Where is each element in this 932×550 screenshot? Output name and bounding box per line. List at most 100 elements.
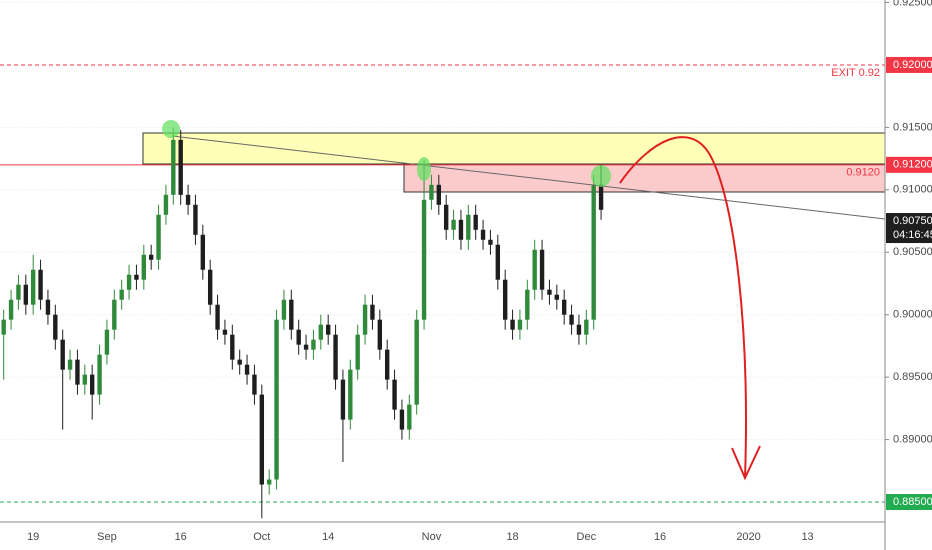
y-tick-label: 0.90500	[893, 246, 932, 258]
resistance-zone	[142, 132, 886, 165]
countdown-label: 04:16:45	[893, 229, 932, 241]
axes: 0.92500 0.91500 0.91000 0.90500 0.90000 0.895…	[27, 0, 932, 543]
candle-body	[584, 319, 589, 335]
candle-body	[399, 409, 405, 430]
candle-body	[392, 379, 397, 410]
candle-body	[539, 249, 545, 290]
candle-body	[1, 319, 6, 335]
last-price-box	[886, 213, 932, 244]
candle-body	[141, 254, 147, 280]
level-note: 0.9120	[846, 167, 880, 179]
candle-body	[230, 334, 235, 360]
candle-body	[436, 184, 442, 205]
candle-body	[222, 329, 228, 335]
candle-body	[45, 299, 51, 315]
levels: EXIT 0.92 0.9120	[0, 64, 885, 503]
candle-body	[473, 214, 478, 230]
pivot-marker	[591, 165, 611, 187]
candle-body	[75, 359, 80, 385]
y-tick-label: 0.92500	[893, 0, 932, 8]
x-tick-label: Oct	[253, 531, 270, 543]
candle-body	[148, 254, 154, 260]
x-tick-label: 18	[506, 531, 518, 543]
candle-body	[30, 269, 36, 305]
candle-body	[289, 299, 294, 330]
x-tick-label: 13	[801, 531, 813, 543]
candle-body	[370, 304, 375, 320]
candle-body	[502, 279, 508, 320]
sell-zone	[403, 163, 886, 193]
projection-arrow	[619, 136, 747, 479]
candle-body	[156, 214, 161, 260]
candle-body	[178, 139, 183, 195]
x-tick-label: 16	[654, 531, 666, 543]
candle-body	[119, 289, 124, 300]
candle-body	[569, 314, 574, 325]
level-label: 0.88500	[893, 496, 932, 508]
candle-body	[451, 219, 456, 230]
candle-body	[340, 379, 346, 420]
candle-body	[252, 374, 257, 395]
last-price-label: 0.90750	[893, 215, 932, 227]
candle-body	[362, 304, 368, 335]
candle-body	[16, 284, 21, 300]
candle-body	[82, 374, 88, 385]
candle-body	[23, 284, 29, 305]
pivot-marker	[417, 157, 431, 181]
candle-body	[259, 394, 265, 485]
candle-body	[510, 319, 515, 330]
candle-body	[429, 184, 434, 200]
level-label: 0.91200	[893, 159, 932, 171]
candle-body	[38, 269, 43, 300]
candle-body	[244, 364, 250, 375]
candle-body	[60, 339, 65, 370]
candle-body	[185, 194, 191, 205]
candles	[1, 127, 604, 519]
candle-body	[296, 329, 301, 345]
candle-body	[266, 479, 272, 485]
trendline	[171, 135, 886, 220]
y-tick-label: 0.91500	[893, 121, 932, 133]
candle-body	[207, 269, 213, 305]
arrow-head	[731, 445, 761, 481]
candle-body	[126, 274, 132, 290]
candle-body	[480, 229, 486, 240]
candle-body	[171, 139, 176, 195]
pivot-marker	[162, 120, 180, 138]
x-tick-label: 2020	[736, 531, 760, 543]
x-tick-label: 19	[27, 531, 39, 543]
candle-body	[274, 319, 279, 480]
candle-body	[561, 299, 567, 315]
candle-body	[348, 369, 353, 420]
candle-body	[97, 354, 102, 395]
candle-body	[525, 289, 530, 320]
candle-body	[517, 319, 523, 330]
candle-body	[333, 334, 338, 380]
candle-body	[421, 199, 427, 320]
y-tick-label: 0.90000	[893, 309, 932, 321]
level-label-box	[886, 156, 932, 173]
candle-body	[325, 324, 331, 335]
candle-body	[547, 289, 552, 295]
x-tick-label: 14	[322, 531, 334, 543]
x-tick-label: 16	[175, 531, 187, 543]
candle-body	[466, 214, 471, 240]
level-label-box	[886, 56, 932, 73]
y-tick-label: 0.91000	[893, 184, 932, 196]
candle-body	[303, 344, 309, 350]
candle-body	[458, 219, 464, 240]
candle-body	[554, 294, 560, 300]
candle-body	[598, 184, 604, 210]
candle-body	[89, 374, 95, 395]
candle-body	[163, 194, 169, 215]
candle-body	[576, 324, 582, 335]
candle-body	[407, 404, 412, 430]
candle-body	[200, 234, 206, 270]
level-note: EXIT 0.92	[831, 67, 880, 79]
x-tick-label: Dec	[577, 531, 597, 543]
x-tick-label: Nov	[422, 531, 442, 543]
candle-body	[237, 359, 242, 365]
candle-body	[377, 319, 383, 350]
